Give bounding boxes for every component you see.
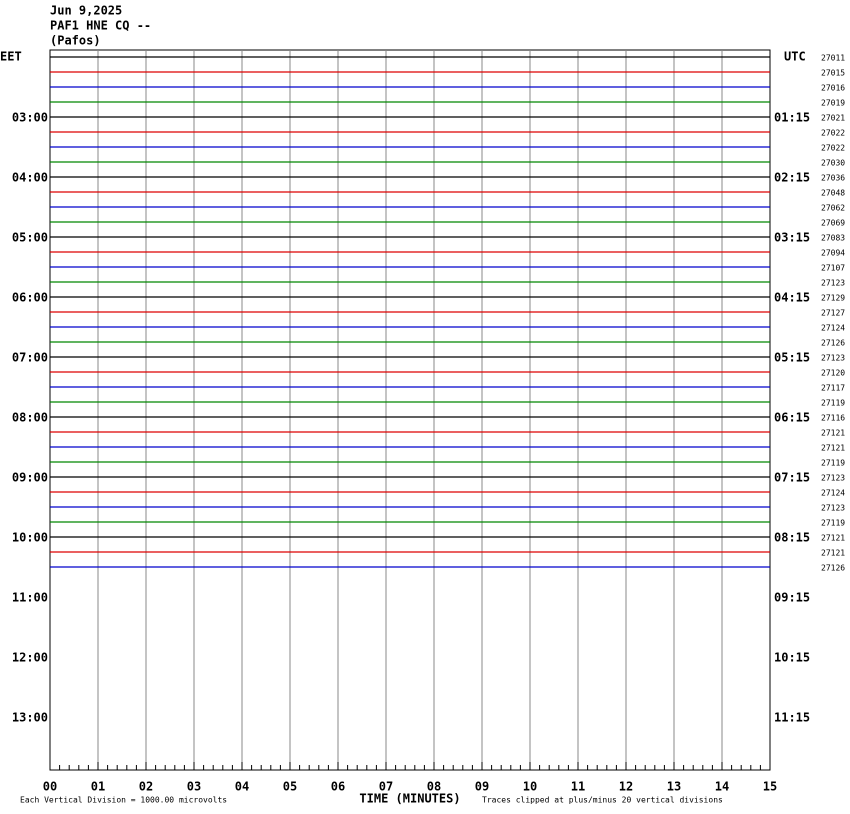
left-time-label: 03:00 bbox=[12, 111, 48, 125]
trace-label: 27121 bbox=[821, 444, 845, 453]
right-time-label: 05:15 bbox=[774, 351, 810, 365]
right-time-label: 11:15 bbox=[774, 711, 810, 725]
left-time-label: 04:00 bbox=[12, 171, 48, 185]
plot-frame bbox=[49, 49, 771, 771]
left-time-label: 07:00 bbox=[12, 351, 48, 365]
left-time-label: 13:00 bbox=[12, 711, 48, 725]
left-time-label: 12:00 bbox=[12, 651, 48, 665]
left-axis-title: EET bbox=[0, 50, 22, 64]
trace-label: 27121 bbox=[821, 429, 845, 438]
trace-label: 27107 bbox=[821, 264, 845, 273]
trace-label: 27123 bbox=[821, 279, 845, 288]
trace-label: 27123 bbox=[821, 354, 845, 363]
trace-label: 27019 bbox=[821, 99, 845, 108]
station: PAF1 HNE CQ -- bbox=[50, 19, 151, 33]
trace-label: 27127 bbox=[821, 309, 845, 318]
trace-label: 27119 bbox=[821, 399, 845, 408]
trace-label: 27126 bbox=[821, 564, 845, 573]
x-tick-label: 03 bbox=[187, 780, 201, 794]
trace-label: 27121 bbox=[821, 534, 845, 543]
right-axis-title: UTC bbox=[784, 50, 806, 64]
left-time-label: 05:00 bbox=[12, 231, 48, 245]
trace-label: 27126 bbox=[821, 339, 845, 348]
location: (Pafos) bbox=[50, 34, 101, 48]
trace-label: 27022 bbox=[821, 144, 845, 153]
x-tick-label: 00 bbox=[43, 780, 57, 794]
right-time-label: 07:15 bbox=[774, 471, 810, 485]
x-tick-label: 09 bbox=[475, 780, 489, 794]
trace-label: 27036 bbox=[821, 174, 845, 183]
left-time-label: 11:00 bbox=[12, 591, 48, 605]
trace-label: 27022 bbox=[821, 129, 845, 138]
trace-label: 27124 bbox=[821, 324, 845, 333]
trace-label: 27094 bbox=[821, 249, 845, 258]
x-tick-label: 07 bbox=[379, 780, 393, 794]
x-tick-label: 13 bbox=[667, 780, 681, 794]
x-tick-label: 14 bbox=[715, 780, 729, 794]
left-time-label: 06:00 bbox=[12, 291, 48, 305]
trace-label: 27119 bbox=[821, 519, 845, 528]
trace-label: 27120 bbox=[821, 369, 845, 378]
date: Jun 9,2025 bbox=[50, 4, 122, 18]
clip-note: Traces clipped at plus/minus 20 vertical… bbox=[482, 796, 723, 805]
right-time-label: 04:15 bbox=[774, 291, 810, 305]
left-time-label: 10:00 bbox=[12, 531, 48, 545]
trace-label: 27083 bbox=[821, 234, 845, 243]
trace-label: 27123 bbox=[821, 474, 845, 483]
right-time-label: 02:15 bbox=[774, 171, 810, 185]
left-time-label: 09:00 bbox=[12, 471, 48, 485]
trace-label: 27048 bbox=[821, 189, 845, 198]
left-time-label: 08:00 bbox=[12, 411, 48, 425]
plot: 00 01 02 03 04 05 06 07 08 09 10 11 12 13 14 15 27011 270… bbox=[12, 50, 845, 794]
trace-label: 27021 bbox=[821, 114, 845, 123]
right-time-label: 10:15 bbox=[774, 651, 810, 665]
trace-label: 27116 bbox=[821, 414, 845, 423]
trace-label: 27117 bbox=[821, 384, 845, 393]
trace-label: 27062 bbox=[821, 204, 845, 213]
right-time-label: 01:15 bbox=[774, 111, 810, 125]
x-tick-label: 08 bbox=[427, 780, 441, 794]
trace-label: 27121 bbox=[821, 549, 845, 558]
x-tick-label: 01 bbox=[91, 780, 105, 794]
trace-label: 27015 bbox=[821, 69, 845, 78]
x-tick-label: 12 bbox=[619, 780, 633, 794]
x-tick-label: 11 bbox=[571, 780, 585, 794]
trace-label: 27030 bbox=[821, 159, 845, 168]
right-time-label: 06:15 bbox=[774, 411, 810, 425]
trace-label: 27016 bbox=[821, 84, 845, 93]
x-tick-label: 05 bbox=[283, 780, 297, 794]
x-tick-label: 02 bbox=[139, 780, 153, 794]
trace-label: 27011 bbox=[821, 54, 845, 63]
x-axis-title: TIME (MINUTES) bbox=[359, 792, 460, 806]
x-tick-label: 06 bbox=[331, 780, 345, 794]
trace-label: 27119 bbox=[821, 459, 845, 468]
x-tick-label: 04 bbox=[235, 780, 249, 794]
x-tick-label: 10 bbox=[523, 780, 537, 794]
x-tick-label: 15 bbox=[763, 780, 777, 794]
trace-label: 27123 bbox=[821, 504, 845, 513]
right-time-label: 03:15 bbox=[774, 231, 810, 245]
trace-label: 27124 bbox=[821, 489, 845, 498]
trace-label: 27129 bbox=[821, 294, 845, 303]
scale-note: Each Vertical Division = 1000.00 microvo… bbox=[20, 796, 227, 805]
right-time-label: 08:15 bbox=[774, 531, 810, 545]
trace-label: 27069 bbox=[821, 219, 845, 228]
right-time-label: 09:15 bbox=[774, 591, 810, 605]
